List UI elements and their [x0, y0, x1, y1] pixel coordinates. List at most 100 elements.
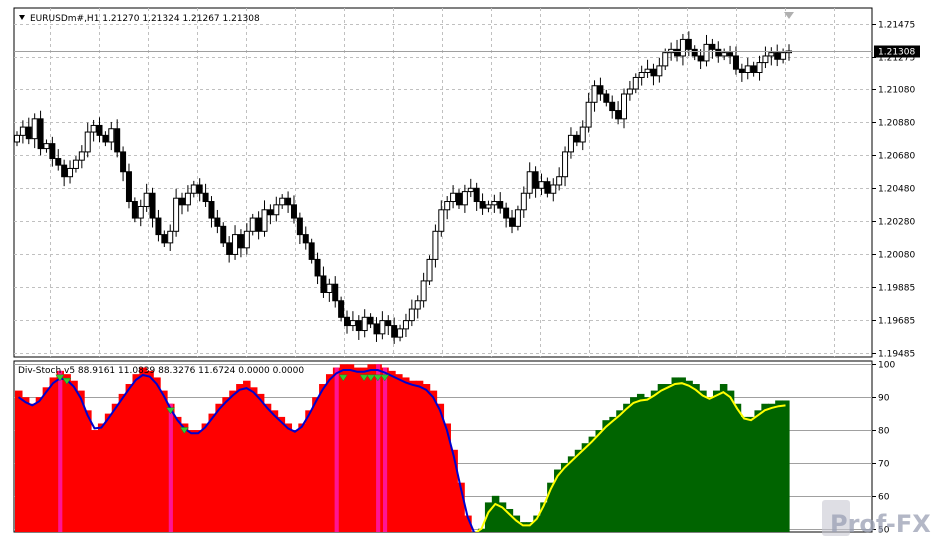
histogram-bar: [360, 367, 369, 532]
histogram-bar: [319, 384, 327, 532]
histogram-bar: [111, 403, 120, 532]
price-tick-label: 1.20880: [878, 119, 915, 129]
candle: [49, 136, 56, 167]
candle: [509, 209, 516, 234]
current-price-tag: 1.21308: [874, 45, 920, 58]
histogram-bar: [581, 443, 590, 532]
candle: [514, 205, 521, 231]
candle: [290, 195, 297, 224]
histogram-bar: [256, 393, 265, 532]
candle: [650, 63, 657, 86]
watermark-text: Prof-FX: [830, 510, 931, 538]
histogram-bar: [284, 423, 293, 532]
histogram-bar: [512, 515, 521, 532]
histogram-bar: [616, 410, 624, 532]
candle: [373, 317, 380, 342]
histogram-bar: [457, 482, 465, 532]
histogram-bar: [623, 403, 631, 532]
candle: [786, 44, 792, 61]
indicator-header-text: Div-Stoch v5 88.9161 11.0839 88.3276 11.…: [18, 366, 304, 376]
current-price-label: 1.21308: [878, 48, 915, 58]
histogram-bar: [630, 397, 638, 532]
candle: [408, 299, 415, 327]
histogram-bar: [775, 400, 783, 532]
histogram-bar: [450, 449, 458, 532]
histogram-bar: [671, 377, 680, 532]
candle: [125, 163, 132, 209]
histogram-bar: [63, 374, 71, 532]
candle: [479, 193, 486, 215]
price-tick-label: 1.20680: [878, 152, 915, 162]
candle: [314, 252, 321, 285]
stoch-line-up: [475, 382, 786, 532]
histogram-bar: [526, 522, 534, 532]
candle: [620, 88, 627, 129]
histogram-bar: [602, 420, 610, 532]
candle: [214, 209, 221, 234]
dropdown-triangle-icon[interactable]: [19, 15, 25, 20]
indicator-tick-label: 60: [878, 493, 890, 503]
histogram-bar: [560, 462, 569, 532]
candle: [220, 222, 227, 248]
candle: [296, 212, 303, 245]
candle: [131, 197, 138, 223]
histogram-bar: [402, 377, 410, 532]
histogram-bar: [429, 390, 438, 532]
candle: [455, 189, 462, 209]
histogram-bar: [740, 416, 749, 532]
chart-shift-marker-icon[interactable]: [784, 12, 794, 19]
candle: [538, 173, 545, 196]
histogram-bar: [270, 410, 279, 532]
histogram-bar: [263, 403, 272, 532]
candle: [703, 34, 710, 67]
price-tick-label: 1.20280: [878, 218, 915, 228]
candle: [526, 162, 533, 199]
histogram-bar: [187, 430, 196, 532]
candle: [744, 57, 751, 80]
candlestick-series: [14, 31, 792, 344]
histogram-bar: [132, 374, 140, 532]
histogram-bar: [685, 380, 693, 532]
candle: [573, 131, 580, 147]
stoch-line-down: [17, 369, 476, 532]
candle: [609, 95, 616, 119]
histogram-bar: [422, 384, 431, 532]
candle: [320, 266, 327, 298]
histogram-bar: [498, 502, 507, 532]
candle: [72, 156, 79, 173]
candle: [167, 224, 174, 251]
candle: [756, 55, 763, 81]
candle: [774, 44, 781, 67]
candle: [349, 311, 356, 332]
histogram-bar: [229, 390, 237, 532]
candle: [179, 192, 186, 215]
candle: [78, 145, 85, 169]
watermark-logo: Prof-FX: [822, 500, 931, 538]
histogram-bar: [443, 423, 451, 532]
histogram-bar: [104, 413, 113, 532]
candle: [615, 101, 622, 125]
histogram-bar: [346, 364, 355, 532]
candle: [249, 213, 256, 236]
histogram-bar: [70, 380, 78, 532]
candle: [485, 200, 492, 213]
histogram-bar: [761, 403, 769, 532]
candle: [679, 33, 686, 66]
histogram-bar: [49, 377, 58, 532]
histogram-bar: [408, 380, 417, 532]
candle: [285, 191, 292, 213]
candle: [55, 149, 62, 171]
price-tick-label: 1.21080: [878, 86, 915, 96]
signal-bar: [334, 367, 339, 532]
candle: [709, 38, 716, 59]
signal-arrow-icon: [359, 374, 369, 382]
candle: [461, 184, 468, 213]
histogram-bar: [747, 416, 756, 532]
symbol-header[interactable]: EURUSDm#,H1 1.21270 1.21324 1.21267 1.21…: [19, 14, 260, 24]
histogram-bar: [712, 390, 721, 532]
candle: [567, 127, 574, 159]
candle: [184, 185, 191, 212]
histogram-bar: [540, 502, 548, 532]
candle: [37, 110, 44, 156]
